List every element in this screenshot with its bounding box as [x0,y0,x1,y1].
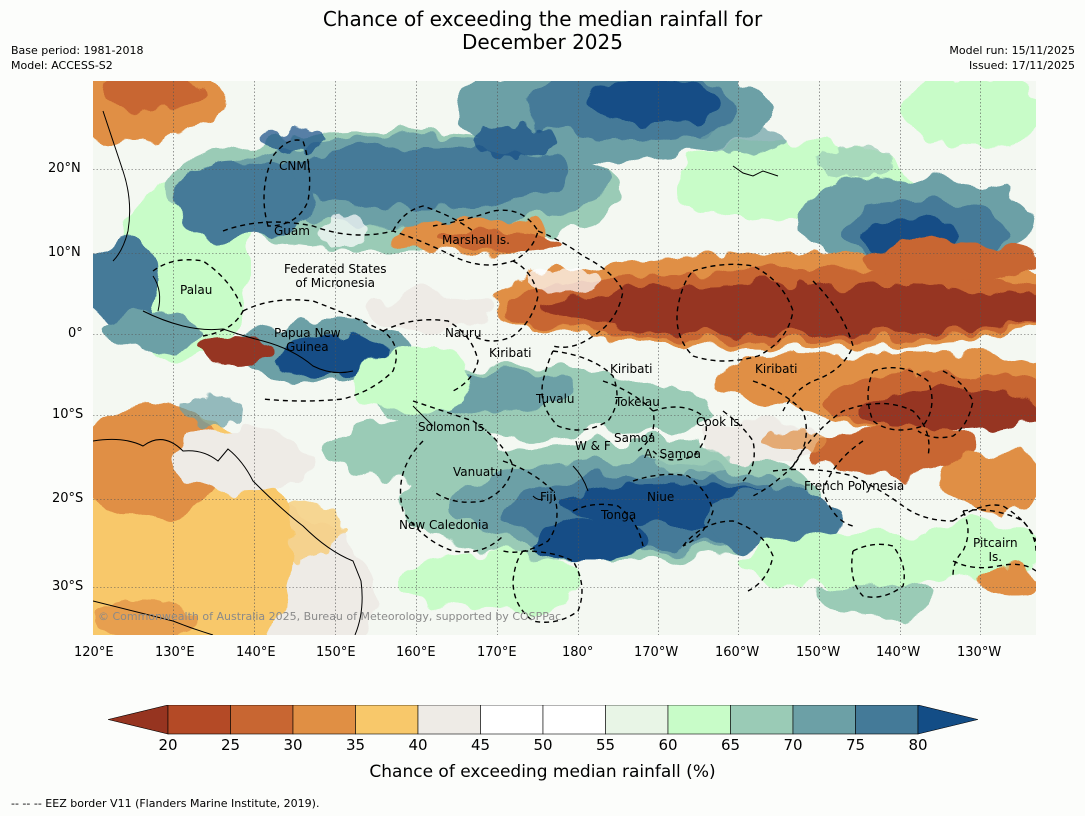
lon-tick-180: 180° [562,645,594,660]
colorbar-extend-low [108,705,169,735]
model-name: Model: ACCESS-S2 [11,59,113,72]
region-label-french-polynesia: French Polynesia [804,479,905,493]
lat-tick-10s: 10°S [52,407,84,422]
lat-tick-0: 0° [68,326,83,341]
lat-tick-20n: 20°N [48,161,81,176]
lon-tick-170e: 170°E [477,645,517,660]
lon-tick-160w: 160°W [715,645,760,660]
region-label-cook-islands: Cook Is. [696,415,744,429]
lat-tick-10n: 10°N [48,245,81,260]
lon-tick-130w: 130°W [957,645,1002,660]
region-label-vanuatu: Vanuatu [453,465,503,479]
colorbar-bin-65-70 [730,705,794,735]
lon-tick-140e: 140°E [236,645,276,660]
colorbar-bin-40-45 [417,705,481,735]
region-label-new-caledonia: New Caledonia [399,518,489,532]
colorbar-bin-50-55 [542,705,606,735]
colorbar-tick-80: 80 [908,736,928,754]
colorbar-tick-60: 60 [658,736,678,754]
region-label-pitcairn-islands: Pitcairn Is. [973,536,1018,564]
region-label-tuvalu: Tuvalu [536,392,575,406]
colorbar-tick-20: 20 [158,736,178,754]
colorbar-tick-35: 35 [345,736,366,754]
region-label-cnmi: CNMI [279,159,311,173]
issued-date: Issued: 17/11/2025 [968,59,1075,72]
colorbar-title: Chance of exceeding median rainfall (%) [369,762,716,782]
region-label-marshall-islands: Marshall Is. [442,233,510,247]
region-label-kiribati-central: Kiribati [610,362,653,376]
region-label-tokelau: Tokelau [615,395,660,409]
region-label-guam: Guam [274,224,310,238]
title-line-2: December 2025 [462,30,623,54]
region-label-niue: Niue [647,490,675,504]
colorbar-tick-45: 45 [470,736,491,754]
colorbar-tick-40: 40 [408,736,428,754]
colorbar-tick-65: 65 [720,736,741,754]
colorbar-bin-70-75 [792,705,856,735]
texture-layer [93,126,893,635]
base-period: Base period: 1981-2018 [11,44,144,57]
region-label-samoa: Samoa [614,431,656,445]
colorbar-tick-30: 30 [283,736,303,754]
region-label-wallis-futuna: W & F [575,439,611,453]
model-run: Model run: 15/11/2025 [949,44,1075,57]
graticule [93,81,1036,635]
title-line-1: Chance of exceeding the median rainfall … [322,7,763,31]
colorbar-bin-45-50 [480,705,544,735]
region-label-kiribati-west: Kiribati [489,346,532,360]
colorbar-bin-35-40 [355,705,419,735]
region-label-papua-new-guinea: Papua New Guinea [274,326,341,354]
probability-field [93,81,1036,635]
colorbar-tick-55: 55 [595,736,616,754]
lon-tick-150e: 150°E [316,645,356,660]
region-label-american-samoa: A. Samoa [644,447,701,461]
colorbar-tick-25: 25 [220,736,241,754]
rainfall-map: CNMI Guam Marshall Is. Federated States … [93,81,1036,635]
lon-tick-140w: 140°W [876,645,921,660]
region-label-kiribati-east: Kiribati [755,362,798,376]
map-canvas [93,81,1036,635]
meta-left: Base period: 1981-2018 Model: ACCESS-S2 [11,43,143,73]
lon-tick-170w: 170°W [634,645,679,660]
colorbar-tick-75: 75 [845,736,866,754]
colorbar-tick-70: 70 [783,736,803,754]
region-label-palau: Palau [180,283,213,297]
chart-title: Chance of exceeding the median rainfall … [0,8,1085,54]
eez-footnote: -- -- -- EEZ border V11 (Flanders Marine… [11,797,320,810]
region-label-nauru: Nauru [445,326,482,340]
region-label-tonga: Tonga [601,508,637,522]
lon-tick-120e: 120°E [74,645,114,660]
lat-tick-30s: 30°S [52,579,84,594]
colorbar-bin-30-35 [292,705,356,735]
colorbar-bin-20-25 [167,705,231,735]
colorbar-bin-75-80 [855,705,919,735]
region-label-solomon-islands: Solomon Is. [418,420,488,434]
lon-tick-160e: 160°E [396,645,436,660]
colorbar [108,705,978,735]
region-label-fiji: Fiji [540,490,557,504]
coastlines [93,110,779,635]
colorbar-bin-55-60 [605,705,669,735]
meta-right: Model run: 15/11/2025 Issued: 17/11/2025 [949,43,1075,73]
lon-tick-150w: 150°W [796,645,841,660]
colorbar-tick-50: 50 [533,736,553,754]
lon-tick-130e: 130°E [155,645,195,660]
colorbar-bin-25-30 [230,705,294,735]
eez-borders [152,139,1036,623]
colorbar-extend-high [917,705,978,735]
colorbar-bin-60-65 [667,705,731,735]
region-label-micronesia: Federated States of Micronesia [284,262,387,290]
lat-tick-20s: 20°S [52,491,84,506]
copyright-notice: © Commonwealth of Australia 2025, Bureau… [98,610,562,623]
